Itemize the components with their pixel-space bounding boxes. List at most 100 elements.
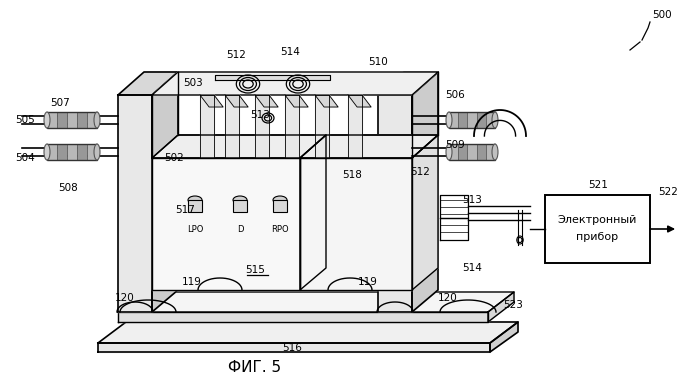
Ellipse shape [44, 144, 50, 160]
Text: 513: 513 [250, 110, 270, 120]
Polygon shape [118, 72, 178, 95]
Bar [545, 195, 650, 263]
Bar [449, 144, 458, 160]
Polygon shape [152, 72, 438, 95]
Polygon shape [98, 322, 518, 343]
Polygon shape [378, 72, 438, 95]
Polygon shape [118, 292, 514, 312]
Polygon shape [118, 312, 488, 322]
Text: 517: 517 [175, 205, 195, 215]
Polygon shape [200, 95, 214, 158]
Polygon shape [440, 195, 468, 218]
Bar [458, 112, 468, 128]
Polygon shape [118, 95, 152, 312]
Ellipse shape [273, 196, 287, 204]
Polygon shape [285, 95, 299, 158]
Bar [449, 112, 495, 128]
Text: 512: 512 [226, 50, 246, 60]
Text: 120: 120 [115, 293, 135, 303]
Bar [486, 144, 495, 160]
Text: 119: 119 [182, 277, 202, 287]
Text: RPO: RPO [271, 225, 289, 234]
Text: 500: 500 [652, 10, 672, 20]
Ellipse shape [94, 112, 100, 128]
Text: 508: 508 [58, 183, 78, 193]
Bar [188, 200, 202, 212]
Polygon shape [255, 95, 278, 107]
Polygon shape [152, 72, 178, 312]
Bar [486, 112, 495, 128]
Text: 505: 505 [15, 115, 35, 125]
Polygon shape [378, 95, 412, 312]
Text: 513: 513 [462, 195, 482, 205]
Bar [47, 112, 97, 128]
Text: ФИГ. 5: ФИГ. 5 [228, 361, 281, 375]
Polygon shape [348, 95, 371, 107]
Text: 503: 503 [183, 78, 203, 88]
Polygon shape [300, 135, 438, 158]
Text: 518: 518 [342, 170, 362, 180]
Bar [468, 144, 477, 160]
Polygon shape [300, 158, 412, 290]
Polygon shape [152, 158, 300, 290]
Ellipse shape [446, 144, 452, 160]
Text: D: D [237, 225, 244, 234]
Text: 522: 522 [658, 187, 678, 197]
Bar [449, 144, 495, 160]
Polygon shape [348, 95, 362, 158]
Polygon shape [152, 135, 438, 158]
Text: 506: 506 [445, 90, 465, 100]
Polygon shape [412, 135, 438, 290]
Text: LPO: LPO [187, 225, 203, 234]
Bar [47, 112, 57, 128]
Text: прибор: прибор [576, 232, 619, 242]
Ellipse shape [446, 112, 452, 128]
Text: 502: 502 [164, 153, 184, 163]
Polygon shape [488, 292, 514, 322]
Bar [449, 112, 458, 128]
Bar [87, 144, 97, 160]
Bar [67, 144, 77, 160]
Text: 512: 512 [410, 167, 430, 177]
Polygon shape [300, 135, 326, 290]
Ellipse shape [233, 196, 247, 204]
Polygon shape [440, 218, 468, 240]
Bar [57, 112, 67, 128]
Bar [273, 200, 287, 212]
Text: 515: 515 [245, 265, 265, 275]
Text: 119: 119 [358, 277, 378, 287]
Text: 521: 521 [588, 180, 608, 190]
Ellipse shape [188, 196, 202, 204]
Ellipse shape [94, 144, 100, 160]
Text: 514: 514 [280, 47, 300, 57]
Bar [67, 112, 77, 128]
Ellipse shape [492, 112, 498, 128]
Text: 120: 120 [438, 293, 458, 303]
Ellipse shape [44, 112, 50, 128]
Polygon shape [225, 95, 239, 158]
Polygon shape [200, 95, 223, 107]
Bar [47, 144, 57, 160]
Text: 510: 510 [368, 57, 388, 67]
Text: 514: 514 [462, 263, 482, 273]
Polygon shape [152, 135, 326, 158]
Bar [458, 144, 468, 160]
Polygon shape [98, 343, 490, 352]
Bar [477, 112, 486, 128]
Polygon shape [490, 322, 518, 352]
Polygon shape [315, 95, 329, 158]
Polygon shape [412, 72, 438, 312]
Bar [47, 144, 97, 160]
Ellipse shape [492, 144, 498, 160]
Bar [87, 112, 97, 128]
Bar [77, 144, 87, 160]
Polygon shape [215, 75, 330, 80]
Polygon shape [285, 95, 308, 107]
Text: 516: 516 [282, 343, 302, 353]
Text: Электронный: Электронный [558, 215, 637, 225]
Text: 504: 504 [15, 153, 35, 163]
Text: 509: 509 [445, 140, 465, 150]
Polygon shape [255, 95, 269, 158]
Polygon shape [225, 95, 248, 107]
Bar [477, 144, 486, 160]
